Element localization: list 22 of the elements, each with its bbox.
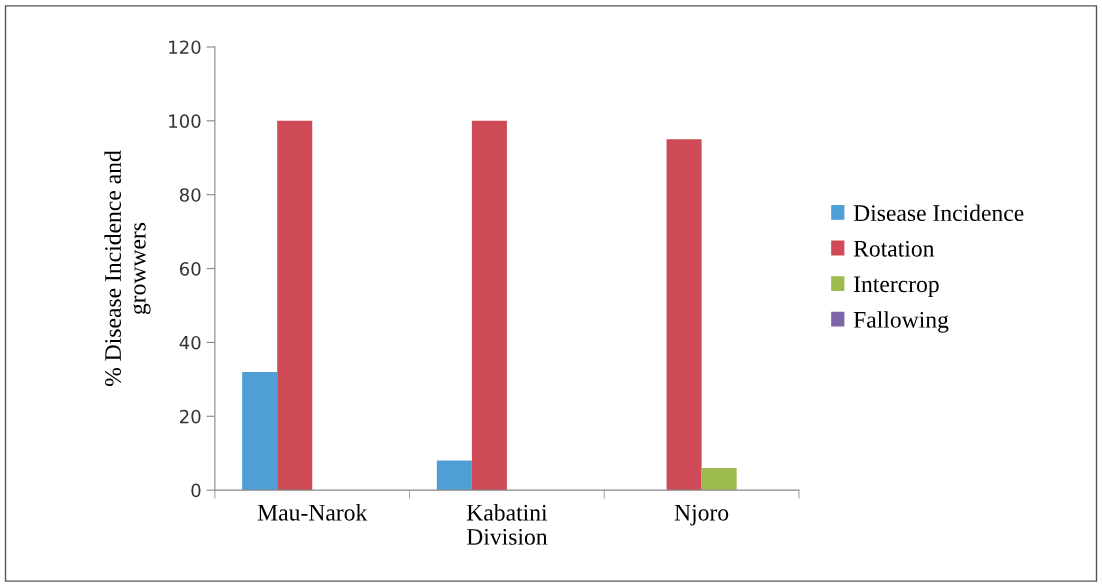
- bar: [471, 120, 507, 491]
- y-tick-label: 40: [179, 335, 201, 350]
- y-tick-label: 120: [169, 40, 201, 55]
- y-tick-label: 0: [191, 483, 201, 498]
- x-axis-title: Division: [466, 528, 548, 545]
- legend-label: Rotation: [853, 240, 935, 257]
- y-tick-label: 60: [179, 262, 201, 276]
- y-tick-label: 100: [169, 114, 201, 128]
- x-tick-label: Mau-Narok: [257, 504, 368, 521]
- legend-label: Intercrop: [853, 276, 939, 298]
- legend-label: Disease Incidence: [853, 204, 1024, 222]
- x-tick-label: Kabatini: [466, 504, 548, 521]
- y-tick-label: 20: [180, 409, 201, 424]
- y-axis-title: % Disease Incidence and growwers: [104, 150, 151, 387]
- x-tick-label: Njoro: [674, 504, 729, 526]
- bar: [277, 120, 313, 491]
- bar: [242, 371, 278, 491]
- bar: [701, 467, 737, 491]
- legend-label: Fallowing: [853, 311, 949, 333]
- bar: [666, 139, 702, 491]
- bar: [436, 460, 472, 491]
- y-tick-label: 80: [179, 188, 201, 202]
